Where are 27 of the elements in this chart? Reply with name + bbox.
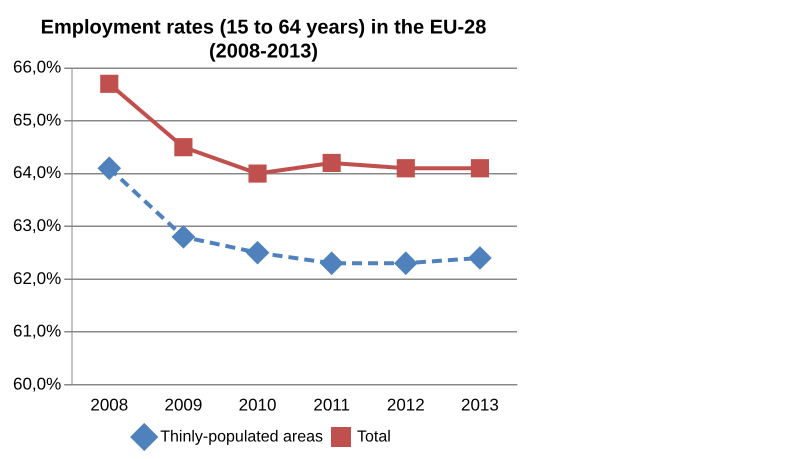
point bbox=[322, 154, 341, 172]
x-tick-label: 2013 bbox=[461, 395, 499, 414]
y-tick-label: 64,0% bbox=[13, 163, 62, 182]
y-tick-label: 66,0% bbox=[13, 58, 62, 77]
point bbox=[396, 159, 415, 178]
y-tick-label: 65,0% bbox=[13, 110, 62, 130]
x-tick-label: 2009 bbox=[164, 395, 202, 414]
point bbox=[468, 246, 491, 269]
point bbox=[172, 226, 194, 248]
y-tick-label: 63,0% bbox=[13, 216, 62, 235]
legend-label: Total bbox=[356, 428, 391, 446]
y-tick-label: 60,0% bbox=[13, 374, 62, 394]
point bbox=[394, 252, 417, 274]
point bbox=[248, 164, 267, 183]
point bbox=[320, 252, 343, 274]
x-tick-label: 2011 bbox=[313, 395, 350, 414]
x-tick-label: 2012 bbox=[386, 395, 425, 414]
point bbox=[246, 242, 269, 264]
point bbox=[100, 74, 118, 93]
x-tick-label: 2008 bbox=[90, 395, 128, 414]
point bbox=[174, 138, 192, 156]
x-tick-label: 2010 bbox=[238, 395, 276, 414]
y-tick-label: 62,0% bbox=[13, 268, 62, 288]
point bbox=[470, 159, 490, 178]
y-tick-label: 61,0% bbox=[13, 322, 62, 341]
legend-label: Thinly-populated areas bbox=[160, 428, 323, 446]
point bbox=[98, 157, 120, 180]
